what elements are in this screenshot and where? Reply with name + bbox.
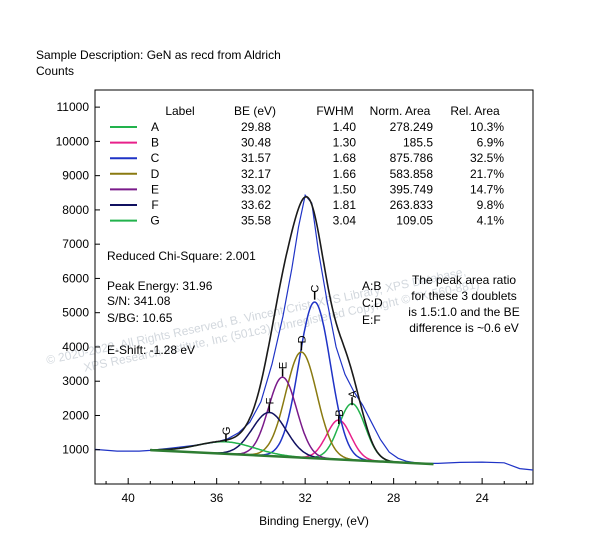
component-norm-area: 185.5 bbox=[403, 136, 433, 150]
counts-axis-label: Counts bbox=[36, 64, 74, 78]
doublet-pair-label: C:D bbox=[362, 296, 383, 310]
axes-layer: 1000 2000 3000 4000 5000 6000 7000 8000 9000 1000… bbox=[56, 100, 527, 505]
component-be: 29.88 bbox=[241, 120, 271, 134]
component-be: 31.57 bbox=[241, 151, 271, 165]
component-rel-area: 14.7% bbox=[470, 182, 504, 196]
table-header: Label bbox=[165, 104, 194, 118]
y-tick-label: 11000 bbox=[57, 100, 90, 114]
x-tick-label: 28 bbox=[387, 491, 401, 505]
component-be: 33.02 bbox=[241, 182, 271, 196]
note-line: The peak area ratio bbox=[412, 273, 516, 287]
fit-envelope-line bbox=[150, 195, 434, 465]
note-line: difference is ~0.6 eV bbox=[409, 321, 519, 335]
component-rel-area: 10.3% bbox=[470, 120, 504, 134]
component-fwhm: 1.68 bbox=[333, 151, 357, 165]
component-label: E bbox=[151, 182, 159, 196]
component-label: A bbox=[151, 120, 159, 134]
y-tick-label: 9000 bbox=[62, 169, 89, 183]
component-norm-area: 875.786 bbox=[390, 151, 434, 165]
x-tick-label: 32 bbox=[298, 491, 312, 505]
component-label: B bbox=[151, 136, 159, 150]
y-tick-label: 5000 bbox=[62, 306, 89, 320]
component-norm-area: 583.858 bbox=[390, 167, 434, 181]
component-fwhm: 1.40 bbox=[333, 120, 357, 134]
signal-noise-text: S/N: 341.08 bbox=[107, 294, 171, 308]
component-label: D bbox=[151, 167, 160, 181]
peak-marker-label: F bbox=[264, 397, 276, 404]
component-be: 33.62 bbox=[241, 198, 271, 212]
component-be: 32.17 bbox=[241, 167, 271, 181]
x-tick-label: 24 bbox=[475, 491, 489, 505]
chi-square-text: Reduced Chi-Square: 2.001 bbox=[107, 249, 256, 263]
component-fwhm: 1.50 bbox=[333, 182, 357, 196]
component-rel-area: 6.9% bbox=[477, 136, 505, 150]
x-axis-label: Binding Energy, (eV) bbox=[259, 514, 369, 528]
plot-frame bbox=[94, 89, 534, 485]
y-tick-label: 4000 bbox=[62, 340, 89, 354]
x-tick-label: 40 bbox=[122, 491, 136, 505]
peak-marker-label: G bbox=[221, 427, 233, 436]
component-peak-a bbox=[150, 402, 434, 465]
peak-energy-text: Peak Energy: 31.96 bbox=[107, 279, 213, 293]
sample-description: Sample Description: GeN as recd from Ald… bbox=[36, 48, 281, 62]
component-rel-area: 9.8% bbox=[477, 198, 505, 212]
y-tick-label: 10000 bbox=[56, 134, 90, 148]
doublet-pair-label: E:F bbox=[362, 313, 381, 327]
component-norm-area: 278.249 bbox=[390, 120, 434, 134]
peak-marker-label: C bbox=[310, 285, 322, 293]
component-label: F bbox=[151, 198, 158, 212]
component-fwhm: 3.04 bbox=[333, 214, 357, 228]
peak-marker-label: E bbox=[278, 362, 290, 369]
component-fwhm: 1.66 bbox=[333, 167, 357, 181]
component-label: G bbox=[150, 214, 159, 228]
y-tick-label: 6000 bbox=[62, 271, 89, 285]
table-header: Norm. Area bbox=[370, 104, 431, 118]
component-label: C bbox=[151, 151, 160, 165]
note-line: for these 3 doublets bbox=[411, 289, 516, 303]
energy-shift-text: E-Shift: -1.28 eV bbox=[107, 343, 195, 357]
doublet-labels: A:B C:D E:F bbox=[362, 279, 383, 327]
component-rel-area: 4.1% bbox=[477, 214, 505, 228]
component-norm-area: 109.05 bbox=[396, 214, 433, 228]
component-rel-area: 21.7% bbox=[470, 167, 504, 181]
component-be: 30.48 bbox=[241, 136, 271, 150]
component-rel-area: 32.5% bbox=[470, 151, 504, 165]
y-tick-label: 7000 bbox=[62, 237, 89, 251]
table-header: BE (eV) bbox=[234, 104, 276, 118]
signal-background-text: S/BG: 10.65 bbox=[107, 311, 173, 325]
component-peak-d bbox=[150, 351, 434, 465]
component-norm-area: 263.833 bbox=[390, 198, 434, 212]
component-fwhm: 1.81 bbox=[333, 198, 357, 212]
note-line: is 1.5:1.0 and the BE bbox=[408, 305, 519, 319]
y-tick-label: 2000 bbox=[62, 408, 89, 422]
x-tick-label: 36 bbox=[210, 491, 224, 505]
table-header: Rel. Area bbox=[450, 104, 500, 118]
component-norm-area: 395.749 bbox=[390, 182, 434, 196]
y-tick-label: 1000 bbox=[62, 443, 89, 457]
y-tick-label: 3000 bbox=[62, 374, 89, 388]
peak-marker-label: B bbox=[334, 409, 346, 416]
y-tick-label: 8000 bbox=[62, 203, 89, 217]
doublet-pair-label: A:B bbox=[362, 279, 381, 293]
table-header: FWHM bbox=[316, 104, 353, 118]
component-be: 35.58 bbox=[241, 214, 271, 228]
background-line bbox=[150, 448, 434, 466]
peak-marker-label: A bbox=[347, 390, 359, 398]
components-table: Label BE (eV) FWHM Norm. Area Rel. Area A 29.8… bbox=[110, 104, 504, 228]
component-fwhm: 1.30 bbox=[333, 136, 357, 150]
peak-marker-label: D bbox=[296, 335, 308, 343]
area-ratio-note: The peak area ratio for these 3 doublets i… bbox=[408, 273, 519, 335]
